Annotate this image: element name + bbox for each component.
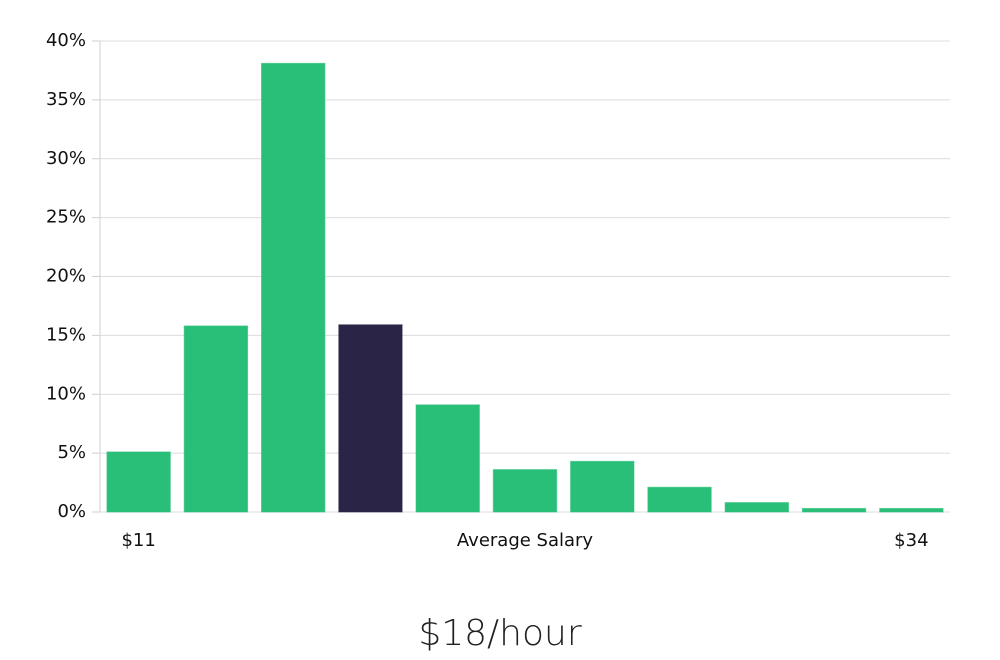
y-tick-label: 5% (57, 442, 86, 463)
bar (801, 507, 867, 513)
x-tick-label: $34 (894, 530, 928, 551)
x-axis-label: Average Salary (457, 530, 594, 551)
y-tick-label: 35% (46, 89, 86, 110)
bar (879, 507, 944, 513)
y-tick-label: 10% (46, 383, 86, 404)
y-tick-label: 0% (57, 501, 86, 522)
bar (338, 324, 403, 513)
y-tick-label: 30% (46, 148, 86, 169)
chart-subtitle: $18/hour (418, 613, 582, 654)
bar (724, 502, 789, 513)
bar (261, 62, 326, 513)
x-tick-label: $11 (121, 530, 155, 551)
bar (106, 451, 171, 513)
y-tick-label: 40% (46, 30, 86, 51)
bar (570, 460, 635, 513)
bar (492, 469, 558, 513)
bar (647, 486, 712, 513)
y-tick-label: 25% (46, 207, 86, 228)
y-tick-label: 15% (46, 324, 86, 345)
bar (415, 404, 480, 513)
y-tick-label: 20% (46, 266, 86, 287)
bar (183, 325, 249, 513)
